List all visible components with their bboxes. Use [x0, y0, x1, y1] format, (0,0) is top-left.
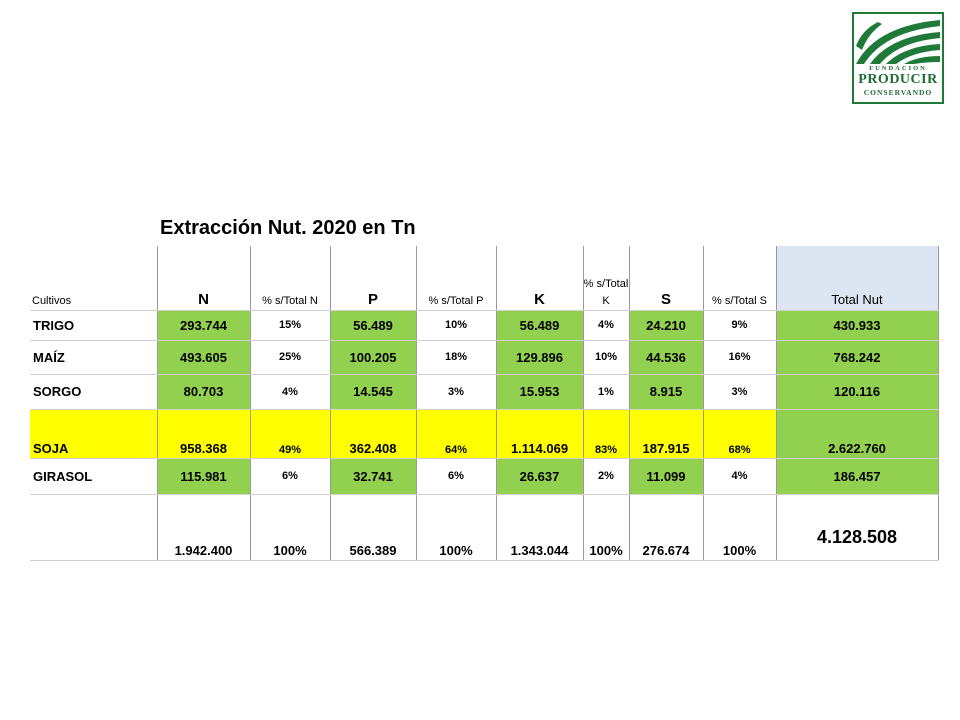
totals-label-empty — [30, 494, 158, 561]
header-cultivos: Cultivos — [30, 246, 158, 311]
value-k: 26.637 — [496, 458, 584, 495]
value-s: 44.536 — [629, 340, 704, 375]
total-p: 566.389 — [330, 494, 417, 561]
logo-line-fundacion: FUNDACION — [869, 65, 927, 72]
total-pct-p: 100% — [416, 494, 497, 561]
value-p: 362.408 — [330, 409, 417, 459]
field-rows-logo-icon — [856, 16, 940, 64]
pct-k: 10% — [583, 340, 630, 375]
value-p: 56.489 — [330, 310, 417, 341]
table-row: SOJA 958.368 49% 362.408 64% 1.114.069 8… — [30, 409, 939, 459]
value-s: 8.915 — [629, 374, 704, 410]
pct-p: 6% — [416, 458, 497, 495]
total-pct-k: 100% — [583, 494, 630, 561]
pct-k: 2% — [583, 458, 630, 495]
header-row: Cultivos N % s/Total N P % s/Total P K %… — [30, 246, 939, 311]
pct-s: 3% — [703, 374, 777, 410]
value-n: 80.703 — [157, 374, 251, 410]
value-k: 1.114.069 — [496, 409, 584, 459]
table-row: GIRASOL 115.981 6% 32.741 6% 26.637 2% 1… — [30, 458, 939, 495]
value-k: 56.489 — [496, 310, 584, 341]
crop-name: SOJA — [30, 409, 158, 459]
total-s: 276.674 — [629, 494, 704, 561]
header-total-nut: Total Nut — [776, 246, 939, 311]
value-total: 186.457 — [776, 458, 939, 495]
fundacion-producir-conservando-logo: FUNDACION PRODUCIR CONSERVANDO — [852, 12, 944, 104]
crop-name: MAÍZ — [30, 340, 158, 375]
totals-row: 1.942.400 100% 566.389 100% 1.343.044 10… — [30, 494, 939, 561]
value-total: 2.622.760 — [776, 409, 939, 459]
pct-n: 25% — [250, 340, 331, 375]
pct-p: 10% — [416, 310, 497, 341]
header-pct-k: % s/Total K — [583, 246, 630, 311]
table-row: SORGO 80.703 4% 14.545 3% 15.953 1% 8.91… — [30, 374, 939, 410]
value-k: 129.896 — [496, 340, 584, 375]
page-title: Extracción Nut. 2020 en Tn — [160, 217, 416, 239]
logo-line-producir: PRODUCIR — [858, 72, 938, 87]
value-total: 768.242 — [776, 340, 939, 375]
crop-name: SORGO — [30, 374, 158, 410]
table-row: MAÍZ 493.605 25% 100.205 18% 129.896 10%… — [30, 340, 939, 375]
header-k: K — [496, 246, 584, 311]
header-s: S — [629, 246, 704, 311]
pct-k: 83% — [583, 409, 630, 459]
value-n: 958.368 — [157, 409, 251, 459]
value-n: 293.744 — [157, 310, 251, 341]
value-s: 24.210 — [629, 310, 704, 341]
total-pct-n: 100% — [250, 494, 331, 561]
value-p: 14.545 — [330, 374, 417, 410]
total-n: 1.942.400 — [157, 494, 251, 561]
grand-total: 4.128.508 — [776, 494, 939, 561]
crop-name: GIRASOL — [30, 458, 158, 495]
value-s: 187.915 — [629, 409, 704, 459]
pct-s: 16% — [703, 340, 777, 375]
header-p: P — [330, 246, 417, 311]
pct-s: 4% — [703, 458, 777, 495]
header-pct-p: % s/Total P — [416, 246, 497, 311]
header-n: N — [157, 246, 251, 311]
pct-s: 9% — [703, 310, 777, 341]
pct-k: 1% — [583, 374, 630, 410]
value-total: 430.933 — [776, 310, 939, 341]
pct-p: 3% — [416, 374, 497, 410]
nutrient-extraction-table: Cultivos N % s/Total N P % s/Total P K %… — [30, 246, 939, 561]
pct-p: 18% — [416, 340, 497, 375]
header-pct-s: % s/Total S — [703, 246, 777, 311]
pct-n: 6% — [250, 458, 331, 495]
pct-k: 4% — [583, 310, 630, 341]
value-p: 100.205 — [330, 340, 417, 375]
pct-p: 64% — [416, 409, 497, 459]
pct-n: 15% — [250, 310, 331, 341]
pct-n: 49% — [250, 409, 331, 459]
value-s: 11.099 — [629, 458, 704, 495]
header-pct-n: % s/Total N — [250, 246, 331, 311]
crop-name: TRIGO — [30, 310, 158, 341]
total-pct-s: 100% — [703, 494, 777, 561]
total-k: 1.343.044 — [496, 494, 584, 561]
value-n: 115.981 — [157, 458, 251, 495]
logo-line-conservando: CONSERVANDO — [863, 88, 933, 97]
pct-n: 4% — [250, 374, 331, 410]
value-n: 493.605 — [157, 340, 251, 375]
value-p: 32.741 — [330, 458, 417, 495]
value-k: 15.953 — [496, 374, 584, 410]
value-total: 120.116 — [776, 374, 939, 410]
pct-s: 68% — [703, 409, 777, 459]
table-row: TRIGO 293.744 15% 56.489 10% 56.489 4% 2… — [30, 310, 939, 341]
